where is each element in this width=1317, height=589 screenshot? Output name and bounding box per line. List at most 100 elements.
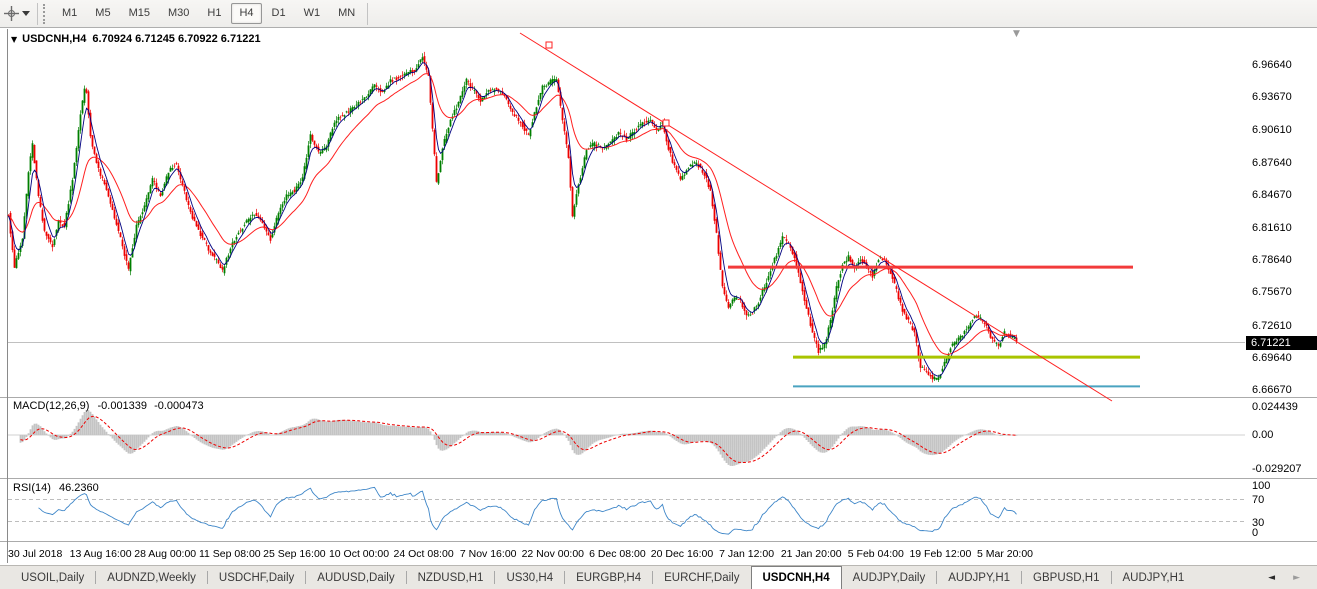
time-axis[interactable]: 30 Jul 2018 13 Aug 16:00 28 Aug 00:00 11 Se… bbox=[0, 541, 1317, 563]
chart-tab-gbpusd-h1[interactable]: GBPUSD,H1 bbox=[1033, 571, 1100, 584]
timeframe-button-w1[interactable]: W1 bbox=[303, 7, 321, 19]
rsi-value: 46.2360 bbox=[58, 482, 99, 494]
price-scale-label: 6.75670 bbox=[1252, 286, 1292, 299]
chart-tab-audusd-daily[interactable]: AUDUSD,Daily bbox=[317, 571, 395, 584]
chart-tab-usoil-daily[interactable]: USOIL,Daily bbox=[21, 571, 85, 584]
rsi-indicator bbox=[38, 486, 1017, 535]
symbol-dropdown-icon[interactable]: ▼ bbox=[11, 34, 18, 44]
time-axis-label: 19 Feb 12:00 bbox=[909, 548, 972, 560]
chart-shift-marker-icon[interactable]: ▼ bbox=[1013, 29, 1020, 39]
timeframe-button-m30[interactable]: M30 bbox=[167, 7, 190, 19]
tab-divider bbox=[564, 571, 566, 584]
macd-name: MACD(12,26,9) bbox=[13, 400, 90, 412]
chart-tab-audjpy-daily[interactable]: AUDJPY,Daily bbox=[852, 571, 926, 584]
tab-scroll-left-icon[interactable]: ◄ bbox=[1268, 572, 1276, 583]
timeframe-button-m1[interactable]: M1 bbox=[62, 7, 78, 19]
price-scale-label: 6.69640 bbox=[1252, 351, 1292, 364]
tab-divider bbox=[936, 571, 938, 584]
time-axis-label: 5 Feb 04:00 bbox=[847, 548, 904, 560]
time-axis-label: 24 Oct 08:00 bbox=[393, 548, 454, 560]
top-toolbar: M1 M5 M15 M30 H1 H4 D1 W1 MN bbox=[0, 0, 1317, 28]
price-scale-label: 6.87640 bbox=[1252, 156, 1292, 169]
macd-scale-label: 0.024439 bbox=[1252, 400, 1298, 413]
chart-ohlc-values: 6.70924 6.71245 6.70922 6.71221 bbox=[92, 33, 261, 45]
chart-tab-nzdusd-h1[interactable]: NZDUSD,H1 bbox=[417, 571, 484, 584]
pane-dividers bbox=[0, 29, 1317, 563]
chart-objects[interactable] bbox=[519, 32, 1140, 402]
macd-indicator bbox=[19, 410, 1018, 466]
macd-histogram bbox=[19, 410, 1018, 466]
timeframe-button-m5[interactable]: M5 bbox=[95, 7, 111, 19]
time-axis-label: 25 Sep 16:00 bbox=[263, 548, 326, 560]
time-axis-label: 6 Dec 08:00 bbox=[589, 548, 646, 560]
chart-tab-eurgbp-h4[interactable]: EURGBP,H4 bbox=[576, 571, 642, 584]
toolbar-grip[interactable] bbox=[43, 3, 48, 24]
tab-divider bbox=[1110, 571, 1112, 584]
time-axis-label: 20 Dec 16:00 bbox=[650, 548, 714, 560]
tab-scroll-right-icon[interactable]: ► bbox=[1293, 572, 1300, 583]
time-axis-label: 13 Aug 16:00 bbox=[69, 548, 132, 560]
rsi-label: RSI(14) 46.2360 bbox=[13, 482, 99, 494]
crosshair-icon[interactable] bbox=[1, 5, 21, 23]
toolbar-separator bbox=[37, 2, 38, 25]
trendline-handle[interactable] bbox=[662, 119, 670, 127]
chart-symbol-period: USDCNH,H4 bbox=[22, 33, 87, 45]
macd-scale-label: 0.00 bbox=[1252, 429, 1274, 441]
timeframe-button-mn[interactable]: MN bbox=[338, 7, 356, 19]
time-axis-label: 30 Jul 2018 bbox=[8, 548, 63, 560]
macd-label: MACD(12,26,9) -0.001339 -0.000473 bbox=[13, 400, 204, 412]
macd-signal-line bbox=[20, 415, 1017, 463]
chart-tab-us30-h4[interactable]: US30,H4 bbox=[506, 571, 554, 584]
descending-trendline[interactable] bbox=[519, 32, 1113, 402]
rsi-scale-label: 70 bbox=[1252, 494, 1265, 506]
price-scale-label: 6.90610 bbox=[1252, 124, 1292, 137]
price-scale-label: 6.96640 bbox=[1252, 59, 1292, 71]
chart-tab-usdchf-daily[interactable]: USDCHF,Daily bbox=[218, 571, 295, 584]
macd-value-main: -0.001339 bbox=[97, 400, 148, 412]
price-scale-label: 6.72610 bbox=[1252, 319, 1292, 332]
price-scale-label: 6.93670 bbox=[1252, 91, 1292, 104]
timeframe-button-h1[interactable]: H1 bbox=[207, 7, 222, 19]
tab-divider bbox=[305, 571, 307, 584]
tab-divider bbox=[405, 571, 407, 584]
tab-divider bbox=[652, 571, 654, 584]
price-scale[interactable]: 6.96640 6.93670 6.90610 6.87640 6.84670 6.816… bbox=[1246, 29, 1317, 563]
rsi-scale-label: 30 bbox=[1252, 517, 1265, 529]
rsi-name: RSI(14) bbox=[13, 482, 51, 494]
toolbar-separator bbox=[367, 2, 369, 25]
ma-fast-line bbox=[8, 62, 1017, 377]
tab-divider bbox=[494, 571, 496, 584]
tab-divider bbox=[95, 571, 97, 584]
macd-scale-label: -0.029207 bbox=[1252, 462, 1302, 475]
chart-tab-usdcnh-h4[interactable]: USDCNH,H4 bbox=[750, 566, 842, 589]
price-scale-label: 6.81610 bbox=[1252, 221, 1292, 234]
chart-tab-audjpy-h1[interactable]: AUDJPY,H1 bbox=[1122, 571, 1185, 584]
time-axis-label: 7 Jan 12:00 bbox=[719, 548, 775, 560]
tab-divider bbox=[1021, 571, 1023, 584]
rsi-scale-label: 100 bbox=[1252, 480, 1271, 492]
macd-value-signal: -0.000473 bbox=[154, 400, 204, 412]
timeframe-button-h4[interactable]: H4 bbox=[231, 3, 262, 24]
rsi-scale-label: 0 bbox=[1252, 527, 1259, 539]
candlestick-series bbox=[7, 51, 1018, 383]
timeframe-button-m15[interactable]: M15 bbox=[128, 7, 150, 19]
timeframe-button-group: M1 M5 M15 M30 H1 H4 D1 W1 MN bbox=[53, 3, 364, 24]
chart-tab-audjpy-h1[interactable]: AUDJPY,H1 bbox=[948, 571, 1011, 584]
time-axis-label: 22 Nov 00:00 bbox=[521, 548, 585, 560]
current-price-badge: 6.71221 bbox=[1246, 336, 1317, 350]
chart-tab-audnzd-weekly[interactable]: AUDNZD,Weekly bbox=[107, 571, 196, 584]
chart-tab-eurchf-daily[interactable]: EURCHF,Daily bbox=[664, 571, 740, 584]
time-axis-label: 5 Mar 20:00 bbox=[976, 548, 1034, 560]
time-axis-label: 21 Jan 20:00 bbox=[780, 548, 842, 560]
rsi-line bbox=[38, 486, 1017, 535]
dropdown-caret-icon[interactable] bbox=[22, 11, 30, 16]
timeframe-button-d1[interactable]: D1 bbox=[271, 7, 286, 19]
ma-slow-line bbox=[8, 73, 1017, 355]
price-scale-label: 6.66670 bbox=[1252, 383, 1292, 396]
tab-scroll-arrows: ◄ ► bbox=[1259, 566, 1317, 589]
time-axis-label: 10 Oct 00:00 bbox=[328, 548, 390, 560]
price-scale-label: 6.84670 bbox=[1252, 188, 1292, 201]
trendline-handle[interactable] bbox=[545, 41, 553, 49]
time-axis-label: 11 Sep 08:00 bbox=[198, 548, 261, 560]
